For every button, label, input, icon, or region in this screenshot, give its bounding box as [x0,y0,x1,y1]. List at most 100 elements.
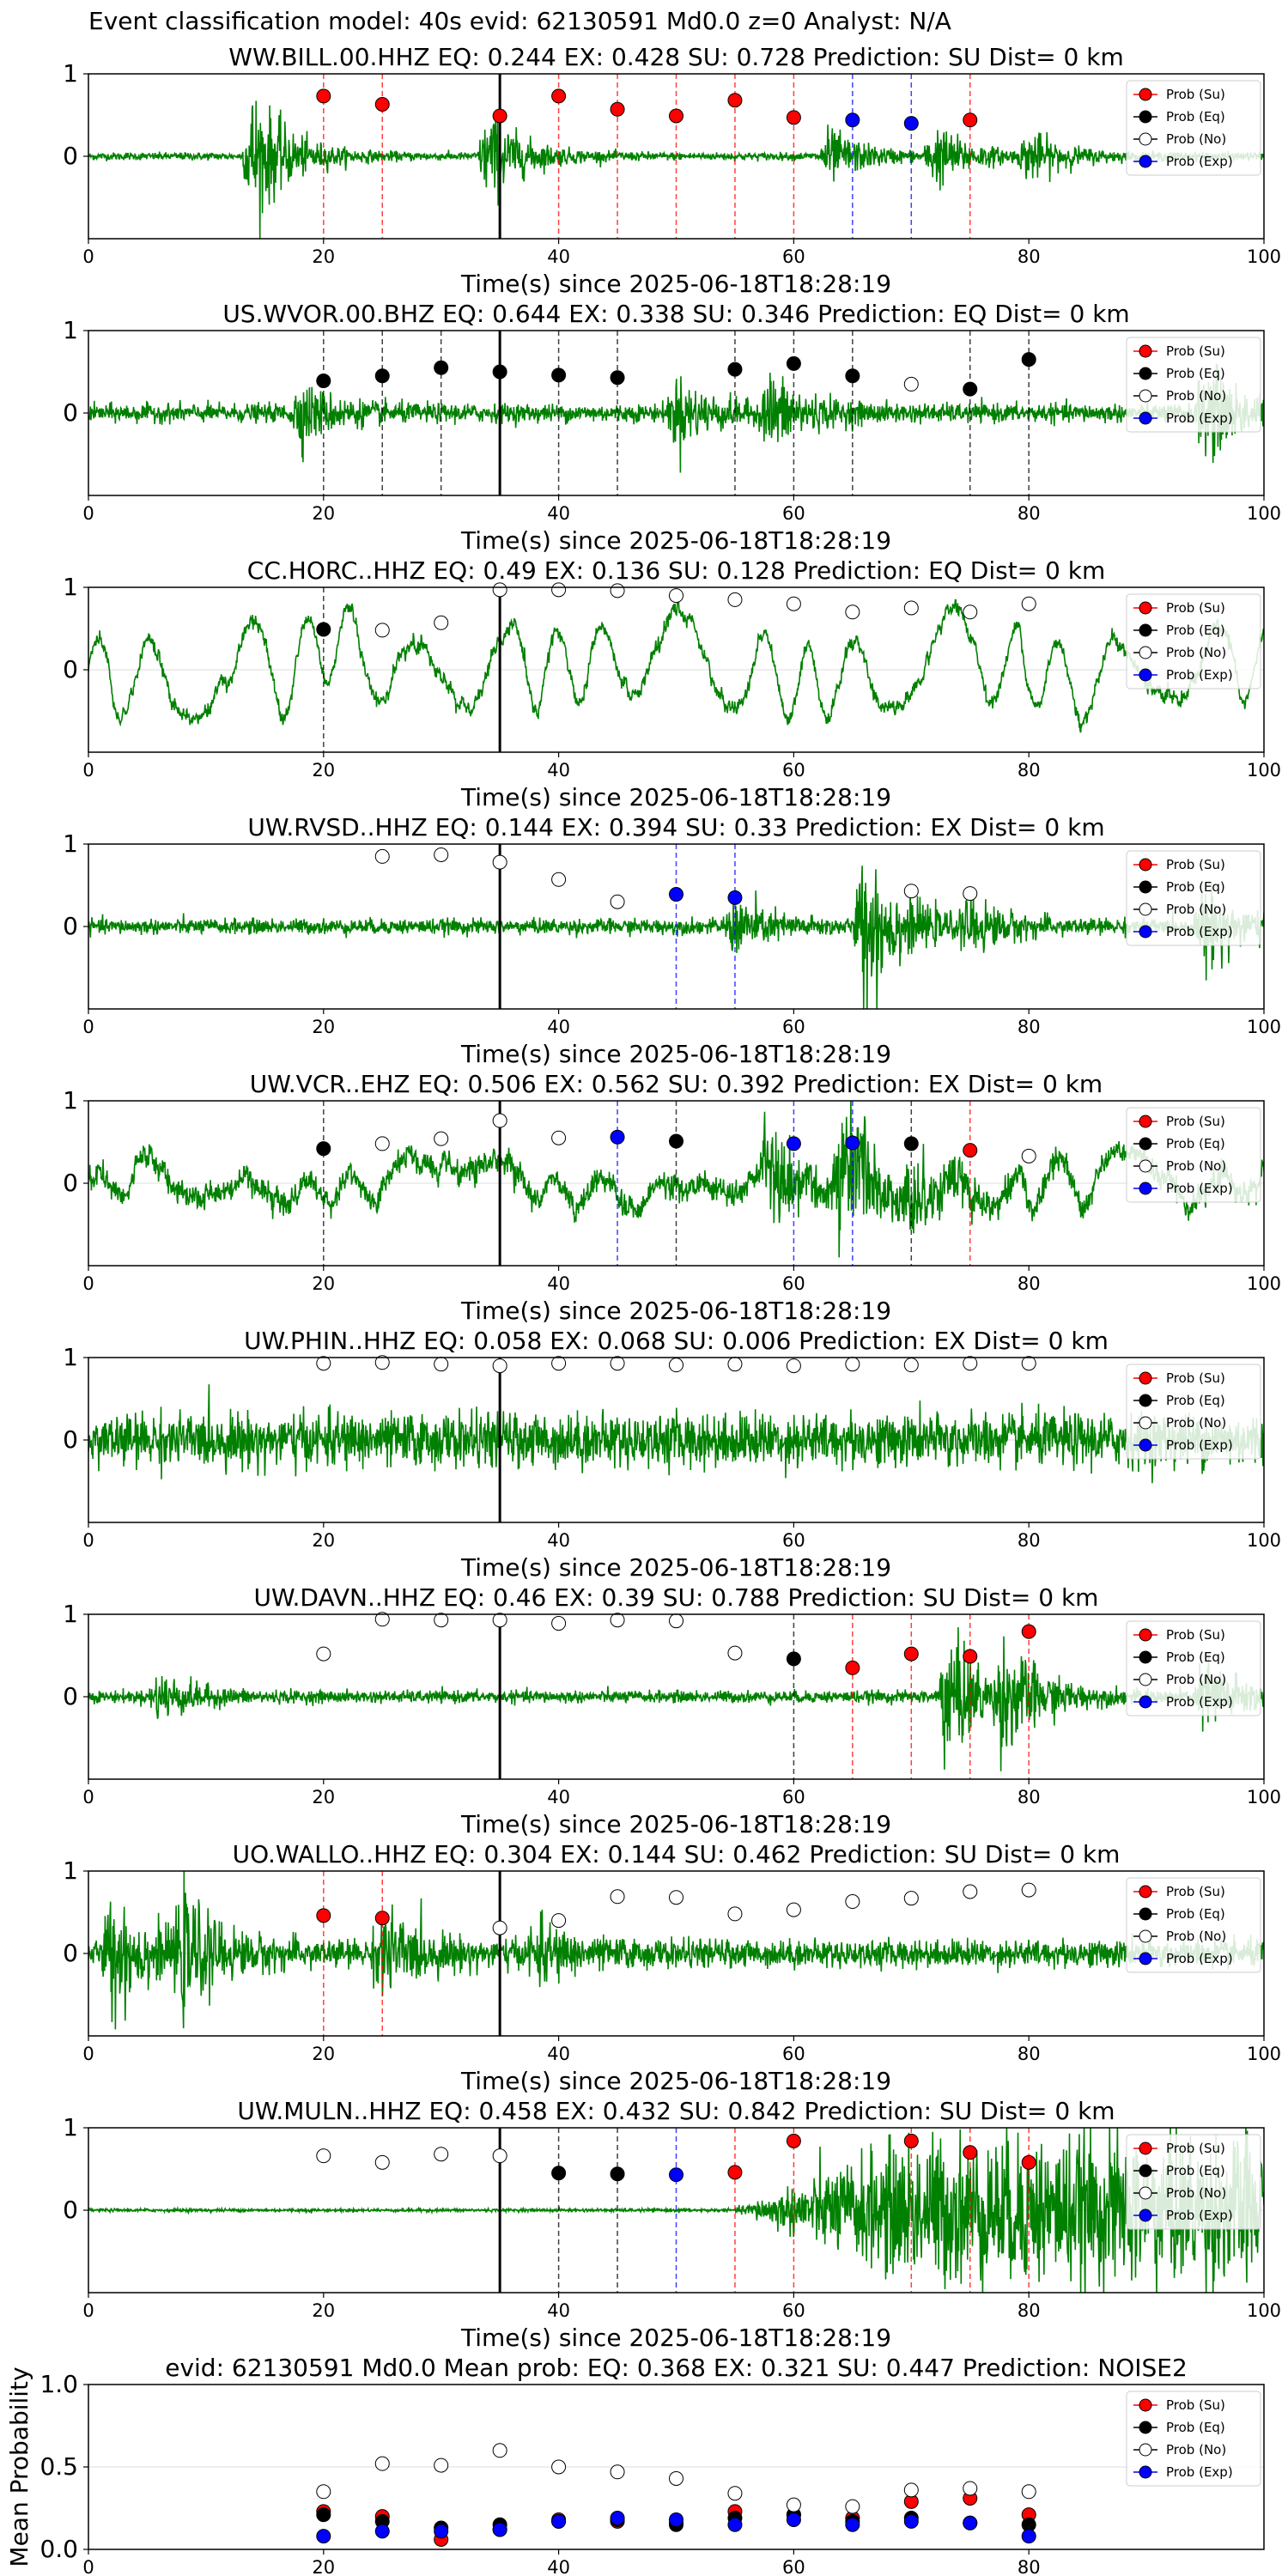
legend-box [1126,2134,1261,2230]
legend-marker-exp [1139,2465,1152,2479]
y-tick-label: 1 [63,2113,78,2142]
legend-marker-exp [1139,1695,1152,1709]
figure-title: Event classification model: 40s evid: 62… [88,7,951,35]
legend-marker-su [1139,1885,1152,1899]
x-tick-label: 40 [547,1017,570,1037]
panel-title: CC.HORC..HHZ EQ: 0.49 EX: 0.136 SU: 0.12… [247,556,1105,585]
prob-point-su [963,1649,978,1664]
prob-point-no [492,1358,507,1374]
panel-title: evid: 62130591 Md0.0 Mean prob: EQ: 0.36… [165,2354,1188,2382]
x-tick-label: 0 [82,246,94,267]
legend-box [1126,850,1261,946]
prob-point-su [669,108,683,124]
prob-point-no [492,2148,507,2164]
legend-label-exp: Prob (Exp) [1166,667,1233,683]
mean-point-no [903,2482,919,2498]
mean-point-no [374,2456,390,2471]
legend-marker-exp [1139,925,1152,939]
prob-point-no [610,1613,625,1628]
plot-area [88,2385,1264,2549]
legend-label-no: Prob (No) [1166,902,1226,917]
x-tick-label: 60 [782,2557,805,2576]
prob-point-no [786,1902,801,1917]
prob-point-no [316,1646,331,1662]
x-tick-label: 60 [782,2044,805,2064]
x-tick-label: 80 [1018,1017,1041,1037]
y-tick-label: 0 [63,1682,78,1710]
legend-marker-eq [1139,367,1152,380]
prob-point-exp [610,1129,625,1145]
prob-point-no [434,1357,449,1372]
legend-label-su: Prob (Su) [1166,1884,1225,1899]
x-tick-label: 60 [782,2300,805,2321]
legend-marker-exp [1139,2208,1152,2222]
legend-label-exp: Prob (Exp) [1166,2464,1233,2480]
y-tick-label: 0 [63,655,78,683]
prob-point-no [610,1889,625,1905]
legend-label-eq: Prob (Eq) [1166,1136,1225,1151]
x-tick-label: 100 [1247,1273,1281,1294]
prob-point-no [374,1612,390,1627]
plot-area [88,844,1264,1009]
prob-point-su [1021,1624,1036,1639]
legend-marker-eq [1139,880,1152,894]
x-tick-label: 0 [82,1273,94,1294]
legend-label-su: Prob (Su) [1166,1370,1225,1386]
prob-point-no [610,894,625,909]
x-tick-label: 100 [1247,246,1281,267]
legend-marker-no [1139,2443,1152,2457]
legend-marker-su [1139,2398,1152,2412]
waveform-trace [88,2128,1264,2293]
x-tick-label: 60 [782,1273,805,1294]
legend-label-exp: Prob (Exp) [1166,410,1233,426]
prob-point-no [845,605,860,620]
prob-point-eq [434,360,449,375]
legend-marker-no [1139,132,1152,146]
prob-point-no [434,847,449,862]
prob-point-no [903,1358,919,1373]
mean-point-exp [610,2511,625,2526]
y-tick-label: 1 [63,1856,78,1885]
legend-marker-exp [1139,1182,1152,1195]
waveform-trace [88,1101,1264,1258]
x-axis-label: Time(s) since 2025-06-18T18:28:19 [460,270,891,298]
x-tick-label: 20 [312,1273,335,1294]
x-tick-label: 80 [1018,246,1041,267]
prob-point-su [845,1660,860,1675]
mean-point-no [727,2486,743,2501]
prob-point-no [963,1356,978,1371]
y-tick-label: 0.0 [39,2535,78,2563]
y-tick-label: 1 [63,1600,78,1628]
mean-point-no [551,2459,567,2475]
prob-point-eq [610,2166,625,2182]
panel-title: UW.RVSD..HHZ EQ: 0.144 EX: 0.394 SU: 0.3… [247,813,1104,841]
prob-point-eq [786,355,801,371]
panel-title: US.WVOR.00.BHZ EQ: 0.644 EX: 0.338 SU: 0… [222,300,1129,328]
prob-point-no [903,600,919,616]
prob-point-no [434,2147,449,2162]
y-tick-label: 0 [63,1169,78,1197]
x-tick-label: 20 [312,2300,335,2321]
x-tick-label: 0 [82,2557,94,2576]
prob-point-no [1021,1882,1036,1898]
x-tick-label: 80 [1018,2300,1041,2321]
prob-point-su [374,1911,390,1926]
prob-point-su [551,88,567,104]
legend-marker-exp [1139,1438,1152,1452]
prob-point-su [1021,2154,1036,2170]
legend-label-su: Prob (Su) [1166,2397,1225,2413]
prob-point-no [374,848,390,864]
prob-point-no [845,1894,860,1910]
plot-area [88,74,1264,239]
prob-point-no [492,854,507,870]
x-tick-label: 100 [1247,1787,1281,1807]
prob-point-no [669,1358,683,1373]
x-axis-label: Time(s) since 2025-06-18T18:28:19 [460,1810,891,1838]
x-tick-label: 100 [1247,503,1281,524]
legend-label-su: Prob (Su) [1166,857,1225,872]
plot-area [88,587,1264,752]
x-axis-label: Time(s) since 2025-06-18T18:28:19 [460,783,891,811]
x-tick-label: 80 [1018,760,1041,781]
prob-point-su [963,112,978,128]
legend-marker-eq [1139,1137,1152,1151]
